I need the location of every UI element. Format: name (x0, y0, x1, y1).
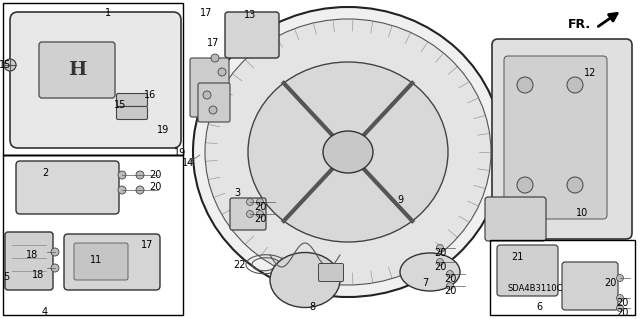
Ellipse shape (193, 7, 503, 297)
Circle shape (436, 258, 444, 265)
Circle shape (246, 211, 253, 218)
FancyBboxPatch shape (16, 161, 119, 214)
Text: 22: 22 (234, 260, 246, 270)
Circle shape (616, 305, 623, 311)
Text: 2: 2 (42, 168, 48, 178)
Text: 6: 6 (536, 302, 542, 312)
Text: 10: 10 (576, 208, 588, 218)
Text: 20: 20 (434, 248, 446, 258)
Text: 20: 20 (604, 278, 616, 288)
FancyBboxPatch shape (39, 42, 115, 98)
Text: 21: 21 (511, 252, 523, 262)
Circle shape (567, 177, 583, 193)
Circle shape (567, 77, 583, 93)
Circle shape (136, 171, 144, 179)
Text: 13: 13 (244, 10, 256, 20)
Circle shape (211, 54, 219, 62)
Text: 16: 16 (144, 90, 156, 100)
Text: 12: 12 (584, 68, 596, 78)
Circle shape (118, 171, 126, 179)
FancyBboxPatch shape (485, 197, 546, 241)
Bar (490, 240, 635, 315)
Text: 20: 20 (254, 214, 266, 224)
Text: 19: 19 (174, 148, 186, 158)
Text: 20: 20 (616, 308, 628, 318)
FancyBboxPatch shape (497, 245, 558, 296)
FancyBboxPatch shape (198, 83, 230, 122)
Text: 8: 8 (309, 302, 315, 312)
Text: 17: 17 (207, 38, 219, 48)
FancyBboxPatch shape (504, 56, 607, 219)
Text: 7: 7 (422, 278, 428, 288)
Circle shape (616, 275, 623, 281)
Text: 5: 5 (3, 272, 9, 282)
FancyBboxPatch shape (74, 243, 128, 280)
Circle shape (436, 244, 444, 251)
Text: H: H (68, 61, 86, 79)
FancyBboxPatch shape (319, 263, 344, 281)
Text: 1: 1 (105, 8, 111, 18)
Ellipse shape (248, 62, 448, 242)
Text: 15: 15 (0, 60, 11, 70)
Circle shape (118, 186, 126, 194)
Circle shape (218, 68, 226, 76)
Text: 20: 20 (444, 274, 456, 284)
FancyBboxPatch shape (230, 198, 266, 230)
Text: 14: 14 (182, 158, 194, 168)
Ellipse shape (400, 253, 460, 291)
Text: 17: 17 (200, 8, 212, 18)
Ellipse shape (323, 131, 373, 173)
Circle shape (246, 198, 253, 205)
Text: 17: 17 (141, 240, 153, 250)
Circle shape (257, 198, 264, 205)
Text: 11: 11 (90, 255, 102, 265)
Text: 19: 19 (157, 125, 169, 135)
FancyBboxPatch shape (116, 93, 147, 107)
Text: SDA4B3110C: SDA4B3110C (508, 284, 563, 293)
Text: 20: 20 (434, 262, 446, 272)
FancyBboxPatch shape (492, 39, 632, 239)
Circle shape (4, 59, 16, 71)
FancyBboxPatch shape (225, 12, 279, 58)
Text: 3: 3 (234, 188, 240, 198)
FancyBboxPatch shape (10, 12, 181, 148)
FancyBboxPatch shape (64, 234, 160, 290)
Circle shape (51, 264, 59, 272)
Circle shape (51, 248, 59, 256)
Text: 18: 18 (32, 270, 44, 280)
Text: 20: 20 (616, 298, 628, 308)
Text: 20: 20 (149, 170, 161, 180)
Circle shape (447, 283, 454, 290)
Text: 20: 20 (149, 182, 161, 192)
Circle shape (257, 211, 264, 218)
Bar (3, 155, 183, 315)
Circle shape (209, 106, 217, 114)
Text: 20: 20 (444, 286, 456, 296)
Text: FR.: FR. (568, 18, 591, 31)
Circle shape (136, 186, 144, 194)
Circle shape (616, 294, 623, 301)
Text: 9: 9 (397, 195, 403, 205)
Text: 18: 18 (26, 250, 38, 260)
Text: 20: 20 (254, 202, 266, 212)
Text: 15: 15 (114, 100, 126, 110)
Ellipse shape (270, 253, 340, 308)
Circle shape (517, 77, 533, 93)
Circle shape (517, 177, 533, 193)
FancyBboxPatch shape (562, 262, 618, 310)
FancyBboxPatch shape (5, 232, 53, 290)
Circle shape (447, 271, 454, 278)
Text: 4: 4 (42, 307, 48, 317)
Bar (3, 3, 183, 155)
FancyBboxPatch shape (190, 58, 229, 117)
Ellipse shape (205, 19, 491, 285)
Circle shape (203, 91, 211, 99)
FancyBboxPatch shape (116, 107, 147, 120)
